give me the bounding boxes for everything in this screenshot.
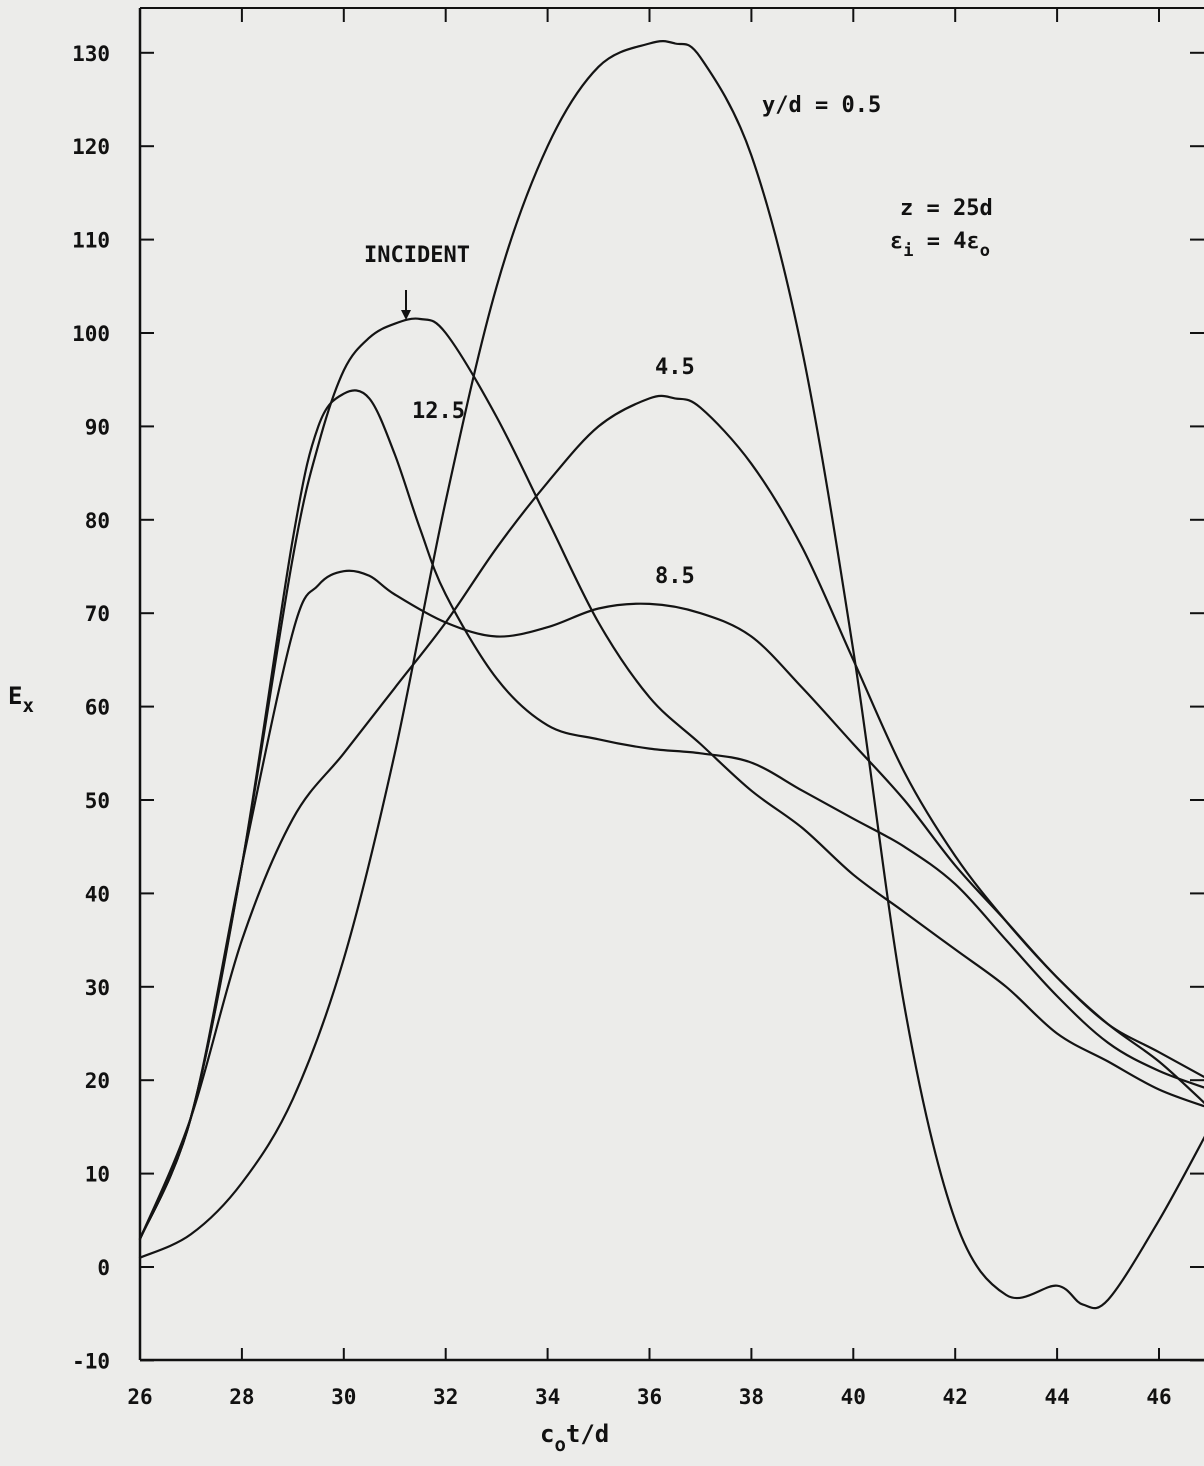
param-z: z = 25d bbox=[900, 196, 993, 221]
y-tick-label-80: 80 bbox=[85, 509, 110, 533]
y-tick-label-30: 30 bbox=[85, 976, 110, 1000]
series-label-4-5: 4.5 bbox=[655, 355, 695, 380]
x-tick-label-42: 42 bbox=[943, 1385, 968, 1409]
series-lines bbox=[138, 40, 1204, 1310]
y-axis-title-main: E bbox=[8, 682, 22, 710]
y-tick-label-60: 60 bbox=[85, 696, 110, 720]
axis-ticks bbox=[139, 8, 1204, 1362]
x-axis-title-rest: t/d bbox=[566, 1420, 609, 1448]
series-label-0-5: y/d = 0.5 bbox=[762, 93, 881, 118]
x-tick-label-46: 46 bbox=[1146, 1385, 1171, 1409]
x-tick-label-30: 30 bbox=[331, 1385, 356, 1409]
x-axis-title-sub: o bbox=[554, 1434, 565, 1456]
series-line-8-5 bbox=[138, 569, 1204, 1241]
x-tick-label-34: 34 bbox=[535, 1385, 560, 1409]
series-line-12-5 bbox=[138, 389, 1204, 1241]
y-tick-label-50: 50 bbox=[85, 789, 110, 813]
x-tick-label-44: 44 bbox=[1044, 1385, 1069, 1409]
y-axis-title: Ex bbox=[8, 682, 34, 717]
param-epsilon: εi = 4εo bbox=[890, 229, 990, 261]
param-eps-sub-i: i bbox=[903, 241, 913, 261]
y-axis-title-sub: x bbox=[22, 695, 33, 717]
y-tick-label-110: 110 bbox=[72, 229, 110, 253]
param-eps-sub-o: o bbox=[980, 241, 990, 261]
y-tick-label-120: 120 bbox=[72, 135, 110, 159]
series-line-y-d-0-5 bbox=[138, 40, 1204, 1310]
x-axis-title-main: c bbox=[540, 1420, 554, 1448]
y-tick-label-10: 10 bbox=[85, 1163, 110, 1187]
x-axis-title: cot/d bbox=[540, 1420, 609, 1456]
axis-tick-labels: 26 28 30 32 34 36 38 40 42 44 46 -10 0 10 20 30 40 50 60 70… bbox=[72, 42, 1172, 1409]
y-tick-label-neg-10: -10 bbox=[72, 1349, 110, 1373]
param-eps-symbol: ε bbox=[890, 229, 903, 254]
y-tick-label-40: 40 bbox=[85, 882, 110, 906]
x-tick-label-40: 40 bbox=[841, 1385, 866, 1409]
series-label-12-5: 12.5 bbox=[412, 399, 465, 424]
y-tick-label-70: 70 bbox=[85, 602, 110, 626]
series-label-8-5: 8.5 bbox=[655, 564, 695, 589]
incident-arrow bbox=[401, 290, 411, 320]
series-line-incident bbox=[138, 317, 1204, 1241]
y-tick-label-0: 0 bbox=[97, 1256, 110, 1280]
x-tick-label-32: 32 bbox=[433, 1385, 458, 1409]
x-tick-label-38: 38 bbox=[739, 1385, 764, 1409]
y-tick-label-100: 100 bbox=[72, 322, 110, 346]
param-eps-equals: = 4ε bbox=[914, 229, 980, 254]
incident-label: INCIDENT bbox=[364, 243, 470, 268]
x-tick-label-28: 28 bbox=[229, 1385, 254, 1409]
y-tick-label-90: 90 bbox=[85, 415, 110, 439]
y-tick-label-130: 130 bbox=[72, 42, 110, 66]
y-tick-label-20: 20 bbox=[85, 1069, 110, 1093]
series-line-4-5 bbox=[138, 394, 1204, 1241]
x-tick-label-36: 36 bbox=[637, 1385, 662, 1409]
x-tick-label-26: 26 bbox=[127, 1385, 152, 1409]
